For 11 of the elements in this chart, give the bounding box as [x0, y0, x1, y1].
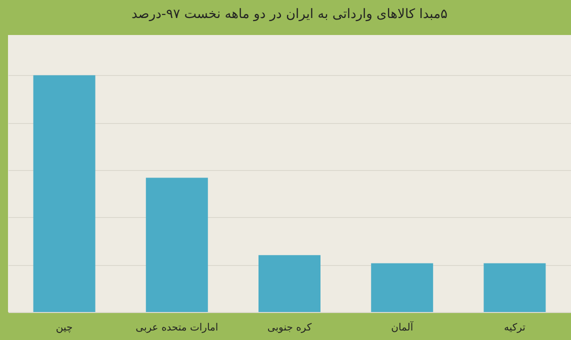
bar — [258, 255, 320, 312]
x-tick-label: آلمان — [391, 320, 414, 334]
x-tick-label: کره جنوبی — [267, 322, 312, 334]
bar — [33, 75, 96, 312]
x-tick-label: چین — [56, 322, 73, 334]
bar — [371, 263, 434, 312]
bar — [484, 263, 546, 312]
bar — [146, 178, 208, 312]
x-tick-label: ترکیه — [504, 322, 526, 334]
x-tick-label: امارات متحده عربی — [136, 322, 218, 334]
chart-title: ۵مبدا کالاهای وارداتی به ایران در دو ماهه نخست ۹۷-درصد — [131, 7, 448, 22]
